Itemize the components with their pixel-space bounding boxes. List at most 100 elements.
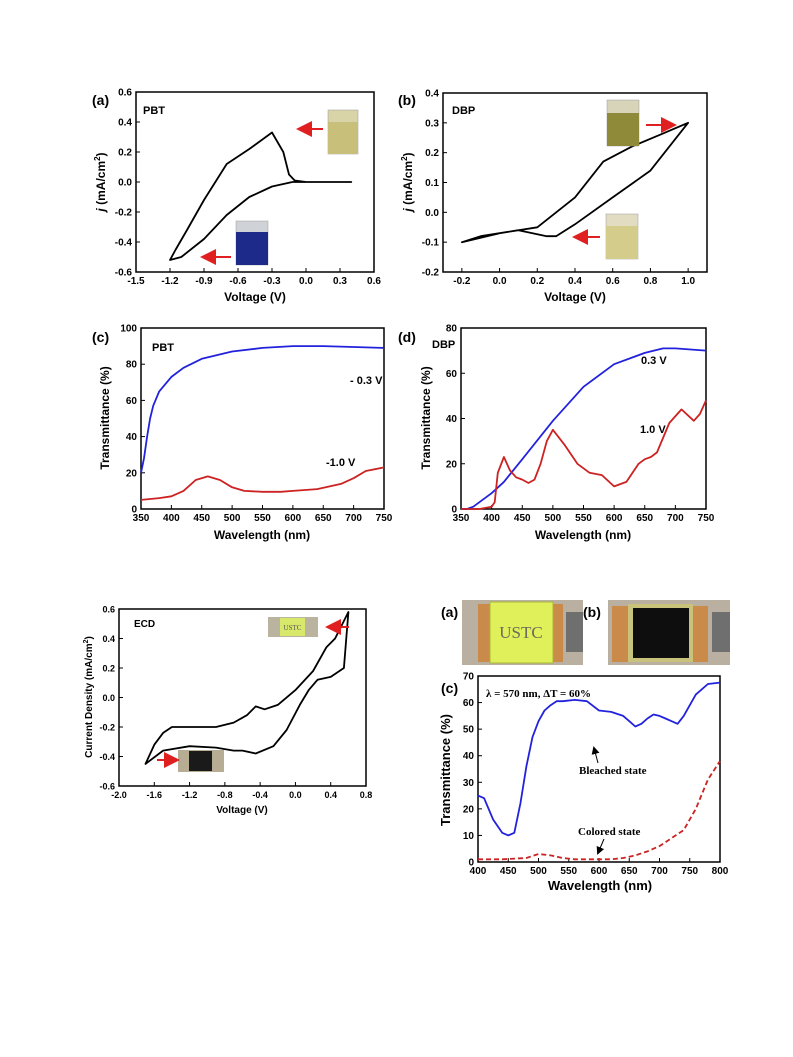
y-tick-label: 0 bbox=[131, 505, 137, 516]
y-tick-label: 30 bbox=[463, 778, 475, 789]
chart-a-x-label: Voltage (V) bbox=[224, 290, 286, 304]
y-tick-label: -0.4 bbox=[99, 752, 115, 762]
x-tick-label: 600 bbox=[591, 866, 608, 877]
x-tick-label: 800 bbox=[712, 866, 729, 877]
chart-d-x-label: Wavelength (nm) bbox=[535, 528, 631, 542]
chart-c-y-ticks: 0 20 40 60 80 100 bbox=[120, 324, 145, 516]
x-tick-label: 650 bbox=[621, 866, 638, 877]
chart-c-panel-label: (c) bbox=[92, 329, 109, 345]
chart-c-annotation-2: -1.0 V bbox=[326, 457, 356, 469]
chart-ecd-sample-label: ECD bbox=[134, 619, 155, 630]
chart-c2-bleached-label: Bleached state bbox=[579, 765, 647, 777]
y-tick-label: 50 bbox=[463, 725, 475, 736]
x-tick-label: 400 bbox=[470, 866, 487, 877]
x-tick-label: 500 bbox=[530, 866, 547, 877]
x-tick-label: -1.2 bbox=[161, 276, 179, 287]
x-tick-label: -0.3 bbox=[263, 276, 281, 287]
chart-d-y-label: Transmittance (%) bbox=[419, 366, 433, 469]
device-photo-text: USTC bbox=[499, 623, 542, 642]
chart-b-inset-colored-photo bbox=[606, 99, 640, 147]
chart-b-x-label: Voltage (V) bbox=[544, 290, 606, 304]
x-tick-label: 700 bbox=[345, 513, 362, 524]
x-tick-label: 0.4 bbox=[568, 276, 582, 287]
x-tick-label: 750 bbox=[376, 513, 393, 524]
chart-c2-annotation: λ = 570 nm, ΔT = 60% bbox=[486, 688, 591, 700]
x-tick-label: 0.0 bbox=[289, 790, 302, 800]
x-tick-label: 600 bbox=[606, 513, 623, 524]
chart-ecd-x-ticks: -2.0 -1.6 -1.2 -0.8 -0.4 0.0 0.4 0.8 bbox=[111, 782, 372, 800]
chart-b-series bbox=[461, 121, 689, 244]
x-tick-label: 0.3 bbox=[333, 276, 347, 287]
x-tick-label: 400 bbox=[483, 513, 500, 524]
x-tick-label: 0.4 bbox=[324, 790, 337, 800]
series-line bbox=[144, 611, 350, 765]
x-tick-label: 0.8 bbox=[643, 276, 657, 287]
device-photo-bleached: USTC bbox=[462, 600, 583, 665]
y-tick-label: 70 bbox=[463, 672, 475, 683]
x-tick-label: -0.2 bbox=[453, 276, 471, 287]
x-tick-label: 450 bbox=[500, 866, 517, 877]
chart-c-annotation-1: - 0.3 V bbox=[350, 375, 383, 387]
chart-c2-panel-label: (c) bbox=[441, 680, 458, 696]
y-tick-label: 80 bbox=[126, 360, 138, 371]
chart-b-sample-label: DBP bbox=[452, 105, 475, 117]
device-photo-label-b: (b) bbox=[583, 604, 601, 620]
chart-c2-colored-label: Colored state bbox=[578, 826, 641, 838]
chart-ecd-x-label: Voltage (V) bbox=[216, 805, 267, 816]
y-tick-label: 0.0 bbox=[102, 693, 115, 703]
series-line bbox=[477, 681, 721, 837]
x-tick-label: 650 bbox=[315, 513, 332, 524]
x-tick-label: 500 bbox=[545, 513, 562, 524]
chart-a-y-label: j (mA/cm2) bbox=[93, 152, 108, 213]
y-tick-label: 20 bbox=[446, 459, 458, 470]
chart-c2-colored-arrow bbox=[596, 838, 605, 855]
y-tick-label: 0 bbox=[468, 858, 474, 869]
x-tick-label: -0.4 bbox=[252, 790, 268, 800]
ecd-inset-text: USTC bbox=[284, 624, 302, 632]
y-tick-label: -0.6 bbox=[99, 782, 115, 792]
series-line bbox=[169, 131, 353, 261]
chart-ecd-frame bbox=[118, 608, 367, 787]
x-tick-label: -0.6 bbox=[229, 276, 247, 287]
x-tick-label: -2.0 bbox=[111, 790, 127, 800]
y-tick-label: 100 bbox=[120, 324, 137, 335]
y-tick-label: 0.6 bbox=[118, 88, 132, 99]
y-tick-label: 0 bbox=[451, 505, 457, 516]
y-tick-label: -0.2 bbox=[422, 268, 440, 279]
x-tick-label: -0.9 bbox=[195, 276, 213, 287]
x-tick-label: 750 bbox=[698, 513, 715, 524]
x-tick-label: 0.6 bbox=[367, 276, 381, 287]
x-tick-label: 0.2 bbox=[530, 276, 544, 287]
chart-d-trans-dbp: (d) DBP 350 400 450 500 550 600 650 700 750 0 20 4… bbox=[398, 324, 715, 543]
series-line bbox=[461, 347, 707, 510]
chart-c-x-label: Wavelength (nm) bbox=[214, 528, 310, 542]
y-tick-label: 0.0 bbox=[425, 208, 439, 219]
chart-c2-trans-ecd: (c) λ = 570 nm, ΔT = 60% 400 450 500 550 600… bbox=[438, 672, 729, 894]
chart-b-inset-bleached-photo bbox=[605, 213, 639, 260]
x-tick-label: 0.0 bbox=[299, 276, 313, 287]
y-tick-label: -0.1 bbox=[422, 238, 440, 249]
chart-ecd-y-label: Current Density (mA/cm2) bbox=[83, 636, 95, 758]
x-tick-label: -1.2 bbox=[182, 790, 198, 800]
chart-a-sample-label: PBT bbox=[143, 105, 165, 117]
chart-a-y-ticks: -0.6 -0.4 -0.2 0.0 0.2 0.4 0.6 bbox=[115, 88, 140, 279]
ecd-inset-bleached-photo: USTC bbox=[268, 617, 318, 637]
chart-c2-x-ticks: 400 450 500 550 600 650 700 750 800 bbox=[470, 858, 729, 877]
series-line bbox=[461, 121, 689, 244]
y-tick-label: 0.2 bbox=[425, 148, 439, 159]
x-tick-label: -1.6 bbox=[147, 790, 163, 800]
chart-d-y-ticks: 0 20 40 60 80 bbox=[446, 324, 465, 516]
chart-d-sample-label: DBP bbox=[432, 339, 455, 351]
y-tick-label: -0.2 bbox=[115, 208, 133, 219]
x-tick-label: 750 bbox=[681, 866, 698, 877]
x-tick-label: 700 bbox=[667, 513, 684, 524]
chart-d-annotation-2: 1.0 V bbox=[640, 424, 666, 436]
y-tick-label: 40 bbox=[126, 432, 138, 443]
y-tick-label: 0.2 bbox=[102, 664, 115, 674]
device-photo-label-a: (a) bbox=[441, 604, 458, 620]
chart-a-inset-bleached-photo bbox=[327, 109, 359, 155]
x-tick-label: 550 bbox=[254, 513, 271, 524]
y-tick-label: 80 bbox=[446, 324, 458, 335]
x-tick-label: 500 bbox=[224, 513, 241, 524]
y-tick-label: 60 bbox=[463, 698, 475, 709]
